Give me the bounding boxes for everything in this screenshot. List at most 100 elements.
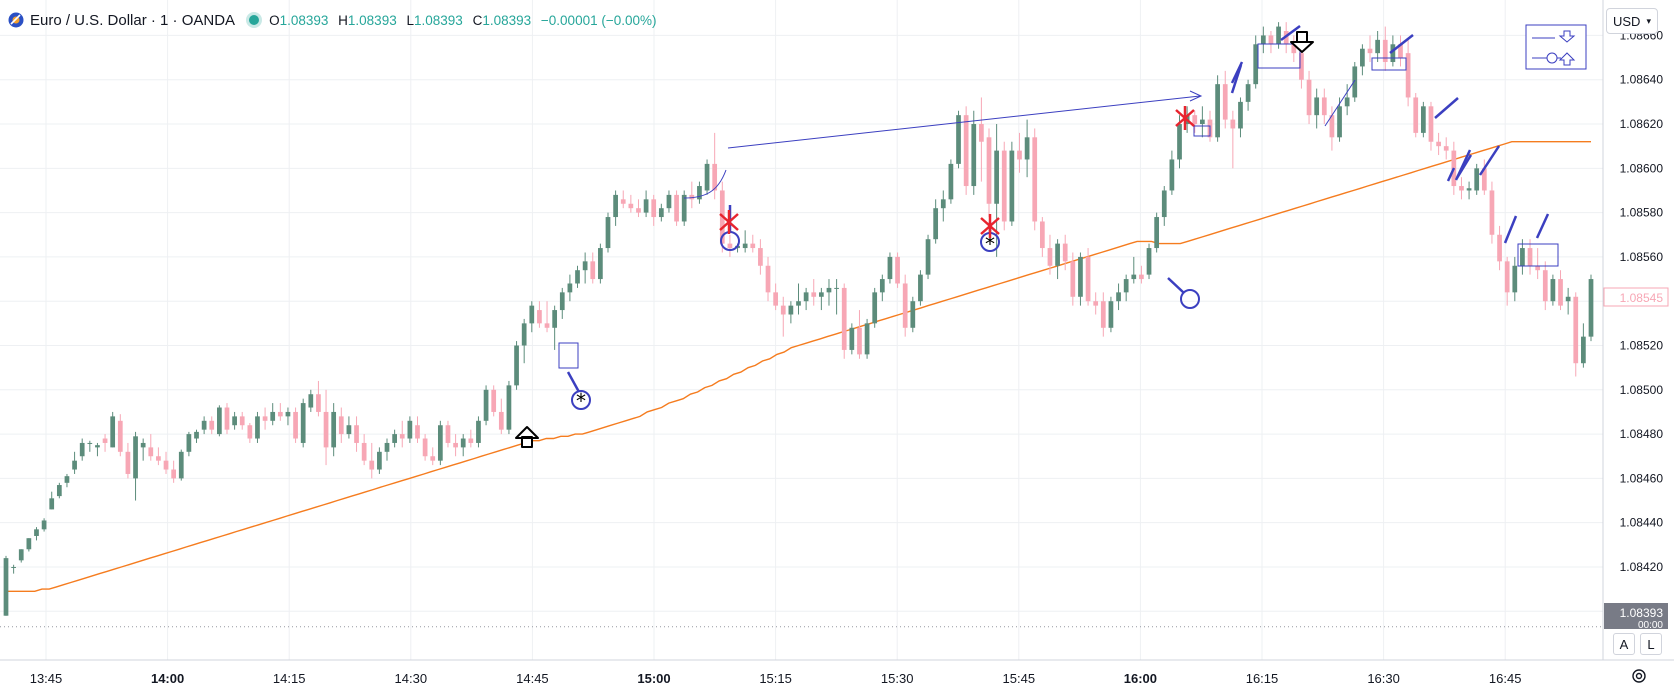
candle-body: [11, 566, 16, 568]
log-scale-button[interactable]: L: [1640, 633, 1662, 655]
candle-body: [1428, 106, 1434, 142]
candle-body: [902, 283, 908, 328]
candle: [651, 194, 657, 226]
candle-body: [773, 292, 779, 306]
candle: [247, 423, 253, 443]
candle-body: [1558, 279, 1563, 306]
candle: [316, 380, 321, 417]
candle-body: [1291, 44, 1297, 54]
candle: [293, 407, 298, 443]
high-label: H: [338, 12, 348, 28]
candle-body: [537, 310, 542, 324]
candle: [1108, 296, 1114, 333]
candle-body: [818, 292, 824, 297]
candle-body: [384, 442, 390, 452]
candle-body: [270, 411, 276, 421]
candle: [377, 447, 382, 474]
candle: [178, 449, 184, 481]
candle-body: [1146, 248, 1152, 275]
close-value: 1.08393: [482, 12, 532, 28]
candle: [971, 110, 977, 195]
candle-body: [1001, 150, 1007, 222]
candle: [1024, 119, 1030, 178]
candle: [514, 341, 519, 390]
candle-body: [361, 442, 367, 461]
moving-average-layer: [6, 141, 1591, 592]
candle: [1489, 181, 1495, 244]
candle-body: [1009, 150, 1015, 222]
x-tick-label: 16:45: [1489, 671, 1522, 686]
candle-body: [445, 425, 451, 443]
candle-body: [316, 394, 321, 412]
candle: [613, 190, 618, 226]
candle-body: [628, 203, 634, 209]
candle-body: [498, 411, 504, 430]
candle-body: [864, 323, 870, 355]
candle: [323, 389, 329, 466]
candle-body: [87, 442, 93, 444]
candle: [704, 159, 710, 195]
market-status-dot-icon: [249, 15, 260, 25]
last-price-tag: 1.08393 00:00: [1604, 603, 1668, 631]
y-tick-label: 1.08440: [1620, 516, 1664, 530]
candle-body: [1405, 53, 1411, 98]
candle: [209, 416, 215, 435]
candle-body: [895, 256, 900, 284]
candle: [552, 305, 558, 350]
candle-body: [1542, 270, 1548, 302]
candle: [674, 190, 679, 226]
candle: [1215, 75, 1220, 142]
candle: [156, 447, 161, 466]
candle: [194, 429, 199, 443]
candle: [1474, 163, 1480, 195]
candle-body: [300, 403, 306, 443]
candle: [948, 159, 954, 204]
candle-body: [483, 389, 489, 421]
candle-body: [186, 434, 192, 452]
candle-body: [590, 261, 596, 280]
candle-body: [620, 199, 626, 204]
candle: [354, 416, 359, 452]
candle: [1047, 234, 1053, 275]
candle: [224, 403, 230, 435]
moving-average-line: [6, 141, 1591, 592]
x-tick-label: 14:00: [151, 671, 184, 686]
candle-body: [1017, 150, 1022, 160]
candle-body: [1039, 221, 1045, 249]
candle-body: [1070, 261, 1076, 297]
candle: [857, 310, 862, 359]
candle-body: [605, 217, 611, 249]
time-axis: 13:45 14:00 14:15 14:30 14:45 15:00 15:15 15:30…: [30, 671, 1522, 686]
candle-body: [1466, 188, 1472, 191]
chevron-down-icon: ▾: [1646, 15, 1651, 26]
ohlc-values: O1.08393 H1.08393 L1.08393 C1.08393 −0.0…: [269, 13, 656, 28]
candle: [1123, 274, 1129, 302]
candle: [11, 564, 16, 574]
candle: [826, 279, 832, 306]
candle: [1352, 62, 1358, 102]
candle-body: [658, 208, 664, 218]
candle: [1238, 97, 1243, 138]
candle-body: [689, 194, 695, 200]
candle-body: [552, 310, 558, 328]
candle-body: [849, 327, 855, 350]
candle-body: [377, 451, 382, 470]
candle: [18, 549, 24, 563]
candle: [841, 283, 847, 359]
gear-icon[interactable]: [1630, 667, 1648, 685]
candle: [1344, 84, 1350, 116]
x-tick-label: 14:15: [273, 671, 306, 686]
candle: [1420, 101, 1426, 138]
symbol-title[interactable]: Euro / U.S. Dollar · 1 · OANDA: [30, 11, 236, 29]
candle-body: [1116, 292, 1121, 302]
candle: [1520, 239, 1525, 275]
currency-button[interactable]: USD ▾: [1606, 8, 1658, 34]
candle-body: [163, 460, 169, 470]
candle: [415, 416, 420, 443]
curve-line: [683, 169, 727, 199]
candle-body: [323, 411, 329, 448]
blue-dash: [1280, 24, 1301, 42]
auto-scale-button[interactable]: A: [1613, 633, 1635, 655]
candle-body: [1260, 35, 1266, 45]
